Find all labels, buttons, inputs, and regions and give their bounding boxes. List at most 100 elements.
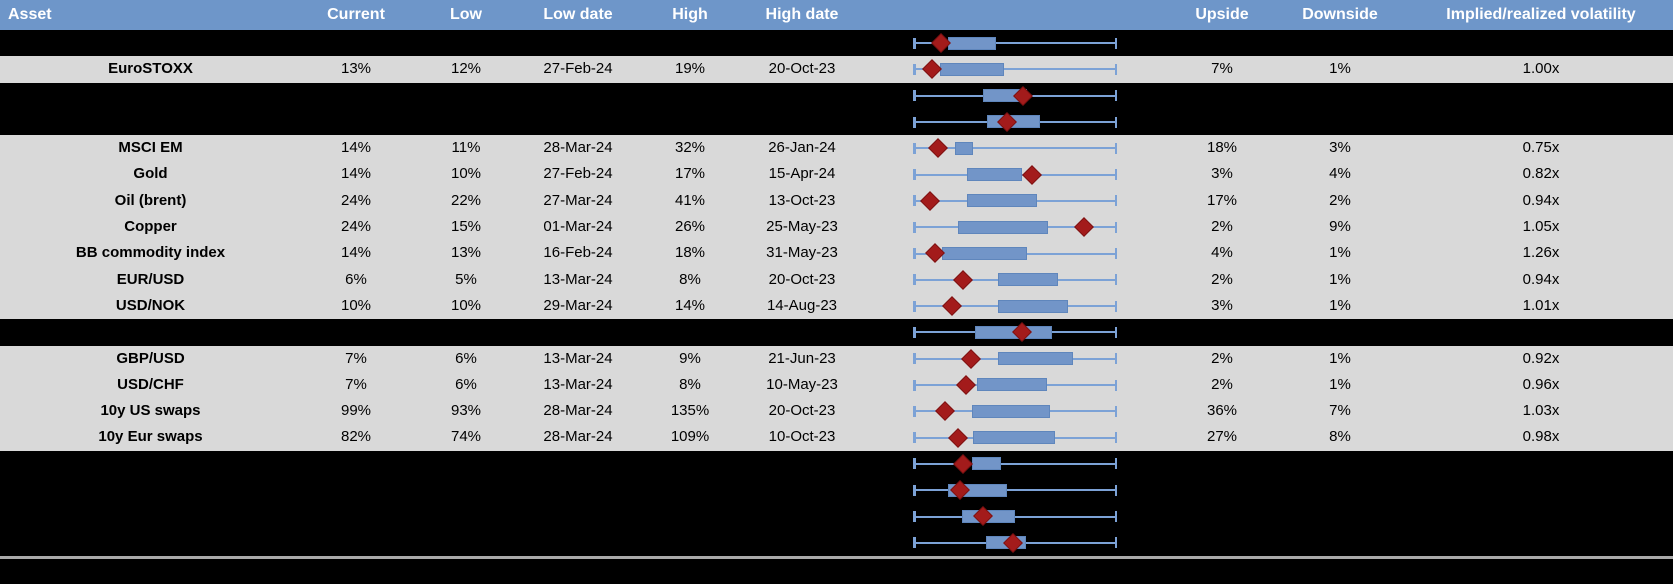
cell-current: 14% [340, 139, 372, 157]
range-boxplot [913, 503, 1117, 529]
interquartile-box [966, 194, 1037, 208]
cell-vol: 1.05x [1522, 218, 1560, 236]
header-high-date: High date [765, 6, 839, 23]
table-row: EUR/USD 6% 5% 13-Mar-24 8% 20-Oct-23 2% 1% 0.94x [0, 266, 1673, 293]
whisker-cap-right [1114, 142, 1117, 154]
whisker-cap-right [1114, 458, 1117, 470]
cell-vol: 1.26x [1522, 244, 1560, 262]
cell-vol: 0.94x [1522, 191, 1560, 209]
whisker-cap-right [1114, 195, 1117, 207]
cell-high: 19% [674, 60, 706, 78]
bottom-divider-line [0, 556, 1673, 559]
cell-vol: 1.03x [1522, 402, 1560, 420]
interquartile-box [971, 404, 1050, 418]
header-low: Low [450, 6, 482, 23]
header-high: High [672, 6, 708, 23]
cell-upside: 2% [1211, 270, 1233, 288]
whisker-cap-left [913, 90, 916, 102]
cell-upside: 2% [1211, 349, 1233, 367]
header-current: Current [327, 6, 385, 23]
interquartile-box [973, 431, 1055, 445]
whisker-line [913, 489, 1117, 492]
cell-upside: 18% [1206, 139, 1238, 157]
current-level-diamond [956, 375, 976, 395]
cell-low: 22% [450, 191, 482, 209]
cell-downside: 1% [1329, 60, 1351, 78]
cell-current: 24% [340, 191, 372, 209]
spacer-row [0, 319, 1673, 346]
cell-low-date: 27-Feb-24 [543, 165, 613, 183]
cell-current: 24% [340, 218, 372, 236]
cell-high: 18% [674, 244, 706, 262]
whisker-cap-right [1114, 353, 1117, 365]
spacer-row [0, 477, 1673, 504]
cell-vol: 0.98x [1522, 428, 1560, 446]
cell-vol: 0.94x [1522, 270, 1560, 288]
cell-upside: 2% [1211, 375, 1233, 393]
current-level-diamond [920, 190, 940, 211]
current-level-diamond [942, 296, 963, 316]
current-level-diamond [952, 453, 973, 474]
whisker-line [913, 515, 1117, 518]
whisker-cap-right [1114, 169, 1117, 181]
whisker-line [913, 147, 1117, 150]
table-header-row: Asset Current Low Low date High High dat… [0, 0, 1673, 30]
table-row: USD/CHF 7% 6% 13-Mar-24 8% 10-May-23 2% 1% 0.96x [0, 371, 1673, 399]
cell-high: 8% [679, 375, 701, 393]
cell-downside: 2% [1329, 191, 1351, 209]
cell-high-date: 10-May-23 [766, 375, 838, 393]
range-boxplot [913, 30, 1117, 56]
whisker-cap-right [1114, 63, 1117, 75]
whisker-cap-right [1114, 511, 1117, 523]
cell-high-date: 14-Aug-23 [766, 296, 838, 314]
cell-asset: EUR/USD [116, 270, 185, 288]
table-row: Oil (brent) 24% 22% 27-Mar-24 41% 13-Oct-23 17… [0, 187, 1673, 215]
cell-low-date: 28-Mar-24 [543, 402, 613, 420]
spacer-row [0, 503, 1673, 530]
current-level-diamond [928, 138, 949, 159]
table-row: 10y Eur swaps 82% 74% 28-Mar-24 109% 10-Oct-2… [0, 424, 1673, 451]
whisker-cap-left [913, 484, 916, 496]
cell-downside: 1% [1329, 296, 1351, 314]
current-level-diamond [935, 401, 955, 422]
whisker-cap-right [1114, 248, 1117, 260]
range-boxplot [913, 372, 1117, 398]
cell-upside: 17% [1206, 191, 1238, 209]
interquartile-box [966, 168, 1022, 182]
cell-high: 14% [674, 296, 706, 314]
cell-upside: 3% [1211, 296, 1233, 314]
cell-high: 17% [674, 165, 706, 183]
header-low-date: Low date [543, 6, 613, 23]
range-boxplot [913, 240, 1117, 266]
range-boxplot [913, 319, 1117, 345]
cell-asset: Copper [124, 218, 177, 236]
cell-low-date: 27-Feb-24 [543, 60, 613, 78]
whisker-cap-left [913, 379, 916, 391]
cell-downside: 1% [1329, 270, 1351, 288]
range-boxplot [913, 451, 1117, 477]
cell-high: 41% [674, 191, 706, 209]
whisker-cap-right [1114, 37, 1117, 49]
whisker-cap-left [913, 432, 916, 444]
current-level-diamond [1021, 164, 1042, 185]
cell-low-date: 29-Mar-24 [543, 296, 613, 314]
cell-asset: USD/NOK [115, 296, 186, 314]
cell-high-date: 10-Oct-23 [768, 428, 836, 446]
whisker-cap-left [913, 405, 916, 417]
cell-high-date: 15-Apr-24 [768, 165, 836, 183]
cell-vol: 0.82x [1522, 165, 1560, 183]
cell-high-date: 21-Jun-23 [768, 349, 836, 367]
whisker-cap-right [1114, 221, 1117, 233]
current-level-diamond [952, 269, 973, 290]
range-boxplot [913, 188, 1117, 214]
cell-upside: 36% [1206, 402, 1238, 420]
cell-asset: GBP/USD [116, 349, 185, 367]
cell-downside: 1% [1329, 375, 1351, 393]
cell-current: 7% [345, 375, 367, 393]
current-level-diamond [961, 348, 981, 369]
cell-asset: USD/CHF [117, 375, 184, 393]
cell-upside: 4% [1211, 244, 1233, 262]
cell-asset: BB commodity index [75, 244, 226, 262]
cell-current: 14% [340, 244, 372, 262]
table-row: MSCI EM 14% 11% 28-Mar-24 32% 26-Jan-24 18% 3% 0… [0, 135, 1673, 162]
